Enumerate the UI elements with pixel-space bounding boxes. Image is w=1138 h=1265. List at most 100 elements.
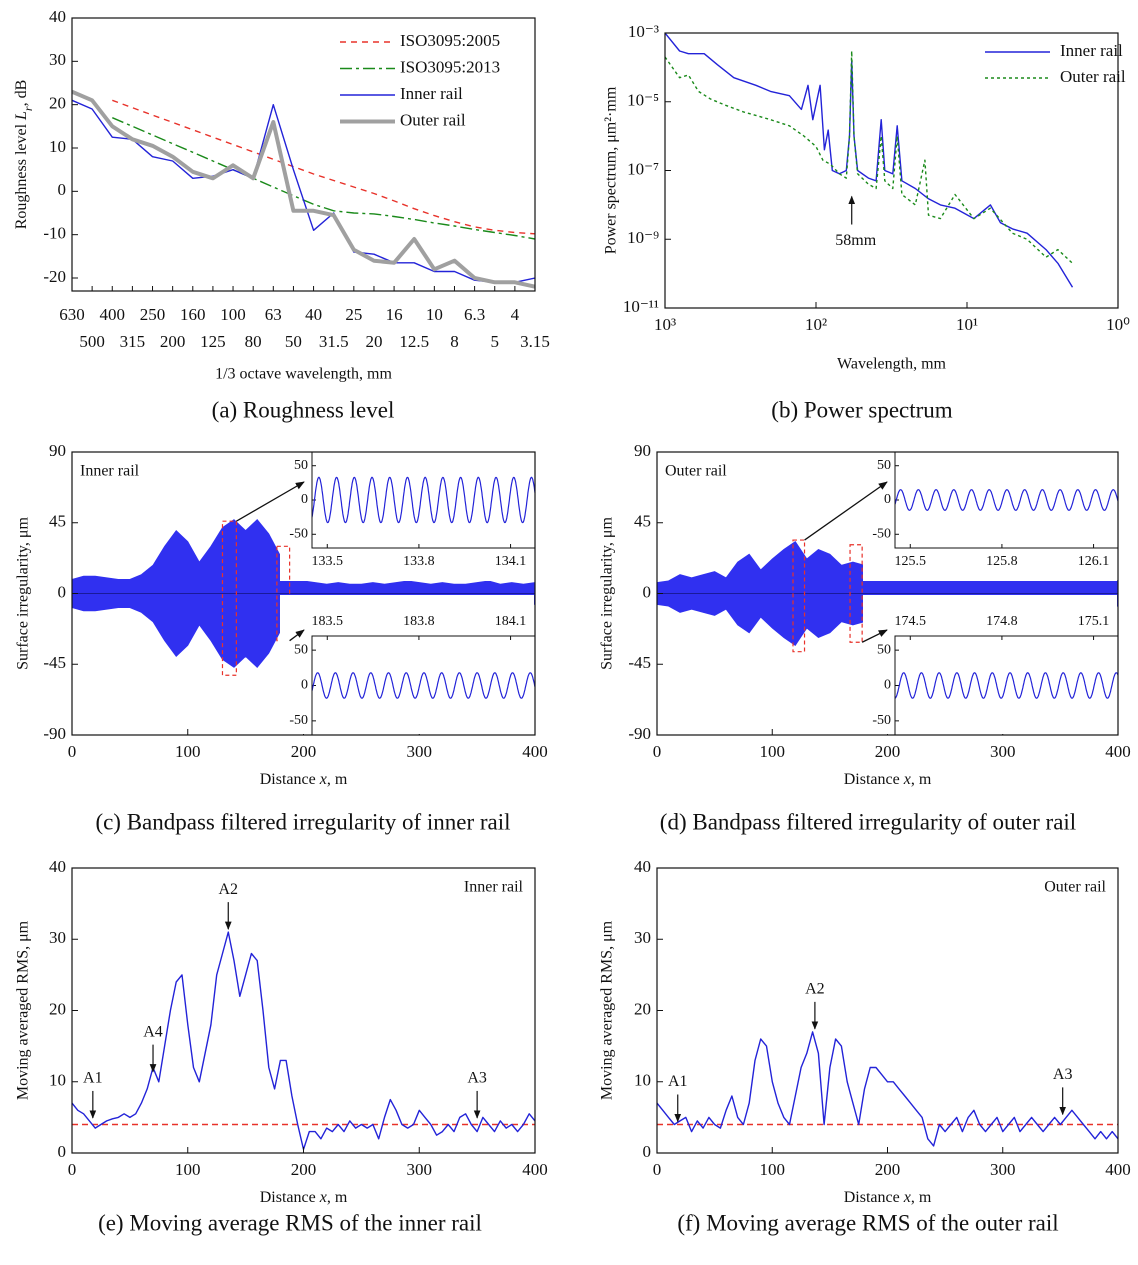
plot-area [72,89,535,289]
x-tick-label: 500 [79,332,105,351]
annotation: A2 [218,881,238,898]
y-axis-title: Moving averaged RMS, μm [15,920,32,1100]
legend-label: ISO3095:2013 [400,57,500,76]
x-tick-label: 100 [220,305,246,324]
axis-title-part: , m [327,1189,348,1206]
panel: 10⁻¹¹ 10⁻⁹ 10⁻⁷ 10⁻⁵ 10⁻³ 10³ 10² 10¹ 10⁰ 58mm Inn… [623,22,1130,334]
y-tick-label: -90 [628,724,651,743]
legend-label: Inner rail [400,84,463,103]
plot-area [665,33,1074,288]
x-tick-label: 4 [511,305,520,324]
y-tick-label: 0 [58,1142,67,1161]
x-tick-label: 20 [365,332,382,351]
highlight-box [792,539,806,653]
y-tick-label: 10⁻⁷ [627,159,659,178]
inset-arrow [804,481,888,541]
y-axis-title: Surface irregularity, μm [15,517,32,670]
caption: (c) Bandpass filtered irregularity of in… [95,809,510,834]
x-tick-label: 100 [175,742,201,761]
x-tick-label: 250 [140,305,166,324]
inset-x-tick-label: 184.1 [495,614,527,629]
x-axis-title: Distance x, m [260,771,348,788]
annotation: 58mm [835,232,876,249]
x-tick-label: 300 [990,742,1016,761]
inset-x-tick-label: 175.1 [1078,614,1110,629]
axes-frame [71,451,536,736]
caption: (e) Moving average RMS of the inner rail [98,1210,482,1235]
y-tick-label: 30 [49,928,66,947]
y-tick-label: 90 [49,441,66,460]
x-tick-label: 300 [407,742,433,761]
legend-label: Outer rail [1060,67,1126,86]
y-tick-label: -45 [43,653,66,672]
axis-title-part: L [13,111,30,121]
inset-x-tick-label: 125.8 [986,554,1018,569]
x-tick-label: 10⁰ [1106,315,1130,334]
inset-background [863,453,1117,581]
x-tick-label: 630 [59,305,85,324]
inset-wave [311,476,536,524]
highlight-box [849,544,863,643]
x-axis-title: Wavelength, mm [837,356,946,373]
x-tick-label: 80 [245,332,262,351]
axis-title-part: , m [911,1189,932,1206]
x-tick-label: 100 [760,1160,786,1179]
axis-title-part: , m [911,771,932,788]
y-tick-label: 0 [643,582,652,601]
x-tick-label: 40 [305,305,322,324]
inset-arrow [861,629,888,643]
series-line [72,89,535,289]
x-tick-label: 160 [180,305,206,324]
y-tick-label: 45 [49,512,66,531]
x-tick-label: 10² [805,315,827,334]
x-tick-label: 0 [68,742,77,761]
x-tick-label: 10 [426,305,443,324]
x-tick-label: 200 [875,1160,901,1179]
x-axis-title: 1/3 octave wavelength, mm [215,366,392,383]
y-tick-label: 10 [49,137,66,156]
y-tick-label: -90 [43,724,66,743]
inset-y-tick-label: 0 [884,678,891,693]
axes-frame [71,867,536,1154]
panel-label: Inner rail [80,463,140,480]
x-tick-label: 125 [200,332,226,351]
inset-wave [894,672,1119,699]
axis-title-part: r [21,106,35,111]
y-tick-label: 0 [58,582,67,601]
inset-y-tick-label: -50 [289,713,308,728]
axis-title-part: Distance [844,771,904,788]
inset-arrow [236,481,305,522]
inset-y-tick-label: -50 [872,713,891,728]
y-tick-label: 45 [634,512,651,531]
annotation: A4 [143,1023,163,1040]
y-tick-label: 90 [634,441,651,460]
axis-title-part: x [319,1189,327,1206]
inset-y-tick-label: 50 [294,458,308,473]
x-tick-label: 6.3 [464,305,485,324]
x-tick-label: 400 [1105,742,1131,761]
panel: -90 -45 0 45 90 0 100 200 300 400 -50 0 50 125.5 125.8… [628,441,1130,761]
axis-title-part: Roughness level [13,120,30,229]
annotation: A2 [805,981,825,998]
inset-arrow [289,629,305,642]
x-tick-label: 10³ [654,315,676,334]
x-tick-label: 0 [653,1160,662,1179]
y-tick-label: 40 [634,857,651,876]
inset-y-tick-label: 50 [877,458,891,473]
inset-y-tick-label: 50 [294,642,308,657]
inset-y-tick-label: 0 [884,492,891,507]
x-tick-label: 12.5 [399,332,429,351]
inset-background [280,595,534,734]
x-tick-label: 5 [490,332,499,351]
caption: (a) Roughness level [212,397,395,422]
inset-y-tick-label: 50 [877,642,891,657]
panel: -20 -10 0 10 20 30 40 630 500 400 315 250 200 160 125 1… [43,7,550,351]
x-tick-label: 3.15 [520,332,550,351]
axis-title-part: Distance [260,1189,320,1206]
panel-label: Inner rail [464,879,524,896]
legend-label: ISO3095:2005 [400,31,500,50]
x-tick-label: 300 [407,1160,433,1179]
annotation: A1 [83,1070,103,1087]
